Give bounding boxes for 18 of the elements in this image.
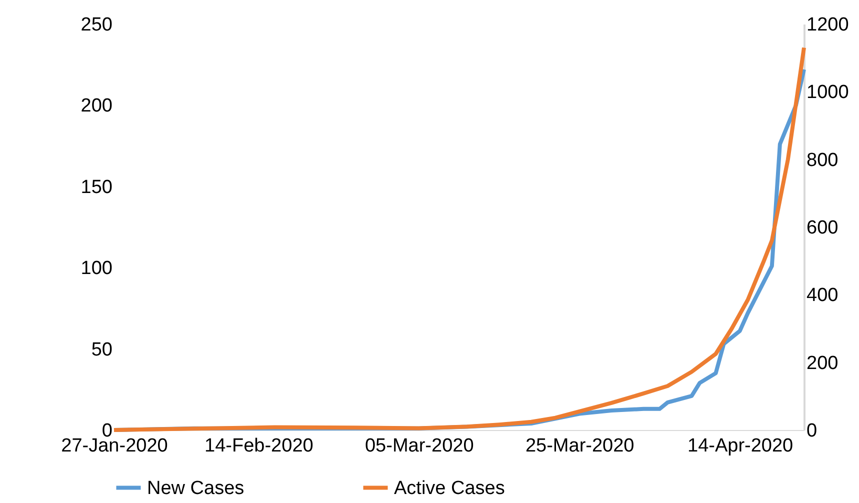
y2-tick-label: 600 — [806, 218, 838, 238]
y2-tick-label: 800 — [806, 150, 838, 171]
y2-tick-label: 200 — [806, 352, 838, 374]
x-tick-label: 14-Apr-2020 — [688, 436, 794, 456]
x-tick-label: 14-Feb-2020 — [204, 436, 314, 456]
y-tick-label: 150 — [80, 176, 112, 198]
y2-tick-label: 0 — [806, 420, 818, 442]
x-tick-label: 25-Mar-2020 — [525, 436, 634, 456]
y2-tick-label: 400 — [806, 285, 838, 306]
y-tick-label: 200 — [80, 96, 112, 117]
y-tick-label: 100 — [80, 258, 112, 280]
y-tick-label: 50 — [91, 339, 112, 360]
y-tick-label: 250 — [80, 14, 112, 36]
x-tick-label: 05-Mar-2020 — [364, 436, 474, 456]
y2-tick-label: 1000 — [806, 82, 849, 104]
legend-label: New Cases — [147, 478, 244, 499]
legend-label: Active Cases — [394, 478, 505, 499]
y2-tick-label: 1200 — [806, 14, 849, 36]
